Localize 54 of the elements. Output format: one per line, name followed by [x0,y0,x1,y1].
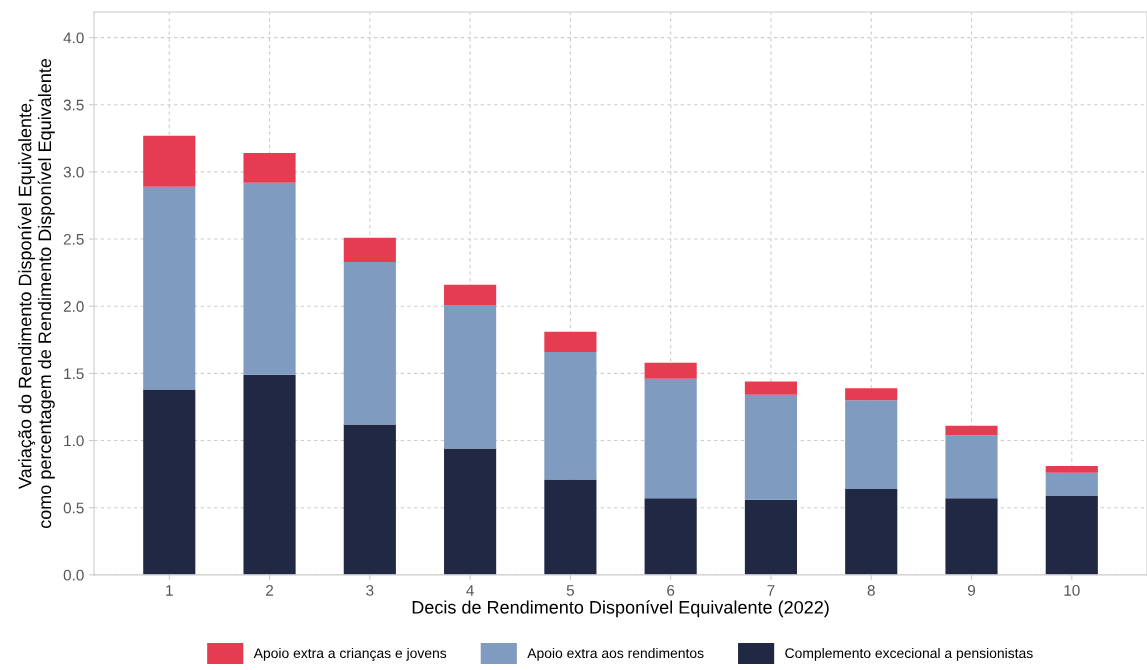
bar [945,498,998,575]
x-tick-label: 6 [667,584,675,596]
x-tick-label: 2 [266,584,274,596]
x-tick-label: 5 [566,585,574,596]
bar [544,351,597,480]
bar [945,435,998,499]
bar [744,381,798,395]
bar [343,424,396,575]
bar [544,479,597,575]
legend-label: Complemento excecional a pensionistas [785,647,1033,661]
x-tick-label: 9 [967,584,976,596]
y-tick-label: 0.5 [63,502,84,514]
x-axis-title: Decis de Rendimento Disponível Equivalente (2022) [412,600,829,618]
bar [143,389,196,575]
bar [845,400,898,489]
bar [444,304,497,449]
bar [243,374,296,575]
y-tick-label: 2.5 [63,233,84,245]
bar [644,378,697,499]
bar [744,499,798,575]
bar [243,182,296,375]
bar [845,488,898,575]
bar [744,394,798,500]
bar [444,284,497,305]
bar [143,186,196,390]
x-tick-label: 4 [466,585,474,596]
bar [1045,472,1098,496]
y-tick-label: 1.0 [64,435,84,447]
y-tick-label: 2.0 [63,301,84,312]
y-tick-label: 0.0 [63,569,84,581]
legend-label: Apoio extra aos rendimentos [527,647,704,661]
bar [444,448,497,575]
y-tick-label: 3.5 [63,99,84,111]
bar [343,261,396,425]
bar [343,237,396,262]
bar [1045,466,1098,473]
legend-label: Apoio extra a crianças e jovens [253,647,447,661]
x-tick-label: 1 [166,585,173,596]
y-tick-label: 4.0 [63,32,84,44]
y-tick-label: 3.0 [63,166,84,178]
bar [845,388,898,401]
bar [945,425,998,436]
x-tick-label: 3 [366,584,374,596]
y-tick-label: 1.5 [64,368,84,380]
bar [644,362,697,379]
x-tick-label: 10 [1064,584,1080,596]
bar [1045,495,1098,575]
bar [143,135,196,187]
x-tick-label: 8 [867,584,875,596]
x-tick-label: 7 [767,585,775,596]
bar [243,153,296,183]
bar [644,498,697,575]
bar [544,331,597,352]
y-axis-title: Variação do Rendimento Disponível Equivalente, como percentagem de Rendimento Disponível Equivalente [17,58,55,529]
